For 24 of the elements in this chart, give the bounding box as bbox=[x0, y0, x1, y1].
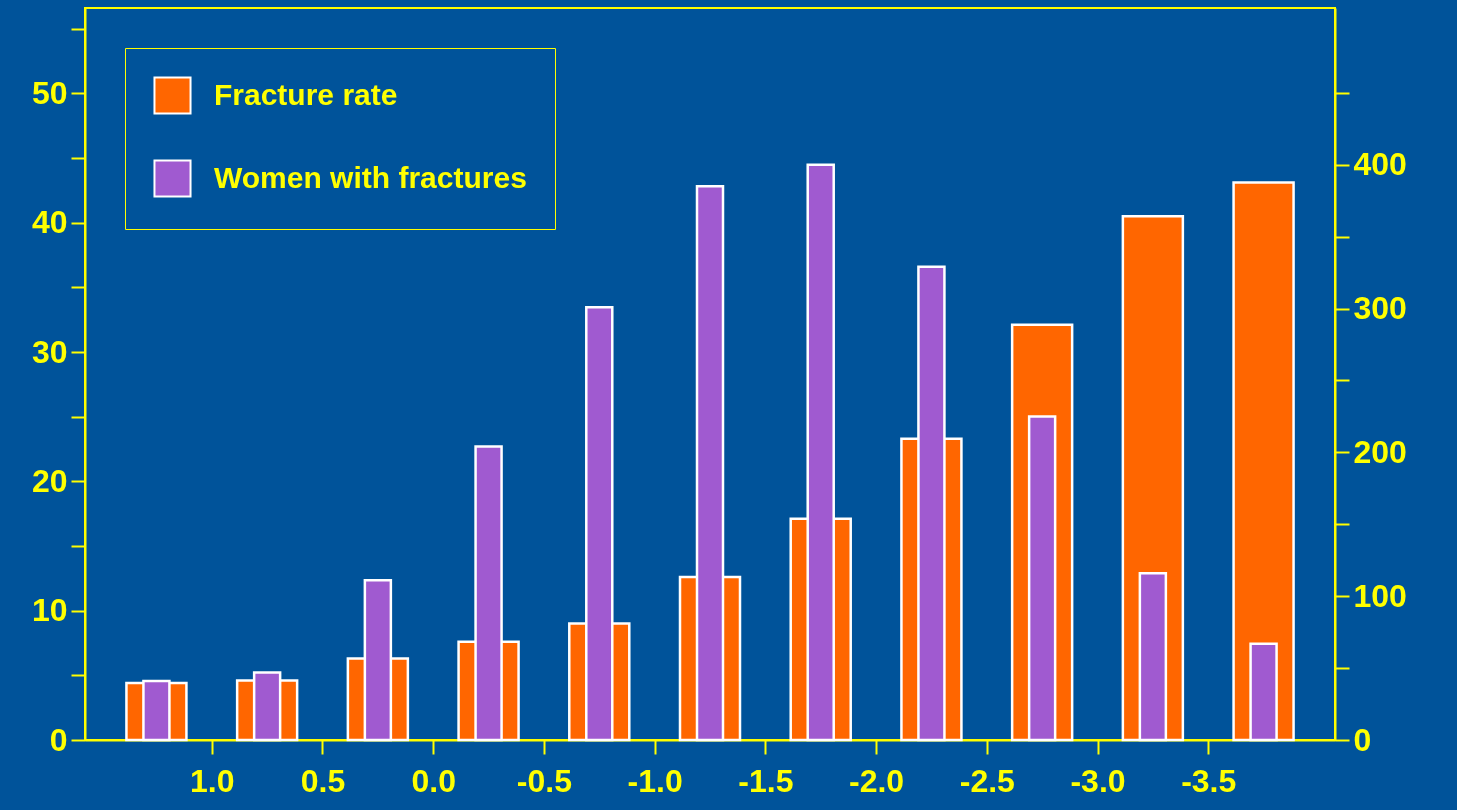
x-tick-label: -2.0 bbox=[849, 762, 905, 799]
y2-tick-label: 200 bbox=[1353, 433, 1407, 470]
y2-tick-label: 400 bbox=[1353, 146, 1407, 183]
y-tick-label: 50 bbox=[31, 74, 68, 111]
x-tick-label: -0.5 bbox=[516, 762, 572, 799]
bar bbox=[1232, 181, 1295, 742]
y-tick-label: 30 bbox=[31, 333, 68, 370]
x-tick-label: 1.0 bbox=[190, 762, 235, 799]
y-tick-label: 10 bbox=[31, 592, 68, 629]
legend-label: Women with fractures bbox=[214, 160, 527, 194]
y-tick-label: 0 bbox=[49, 721, 68, 758]
x-tick-label: -1.5 bbox=[738, 762, 794, 799]
x-tick-label: -1.0 bbox=[627, 762, 683, 799]
legend-label: Fracture rate bbox=[214, 77, 398, 111]
x-tick-label: 0.0 bbox=[411, 762, 456, 799]
x-tick-label: 0.5 bbox=[300, 762, 346, 799]
y2-tick-label: 100 bbox=[1353, 577, 1407, 614]
y-tick-label: 20 bbox=[31, 462, 68, 499]
x-tick-label: -3.0 bbox=[1070, 762, 1126, 799]
y-tick-label: 40 bbox=[31, 204, 68, 241]
y2-tick-label: 300 bbox=[1353, 290, 1407, 327]
x-tick-label: -3.5 bbox=[1181, 762, 1237, 799]
y2-tick-label: 0 bbox=[1353, 721, 1372, 758]
x-tick-label: -2.5 bbox=[959, 762, 1015, 799]
